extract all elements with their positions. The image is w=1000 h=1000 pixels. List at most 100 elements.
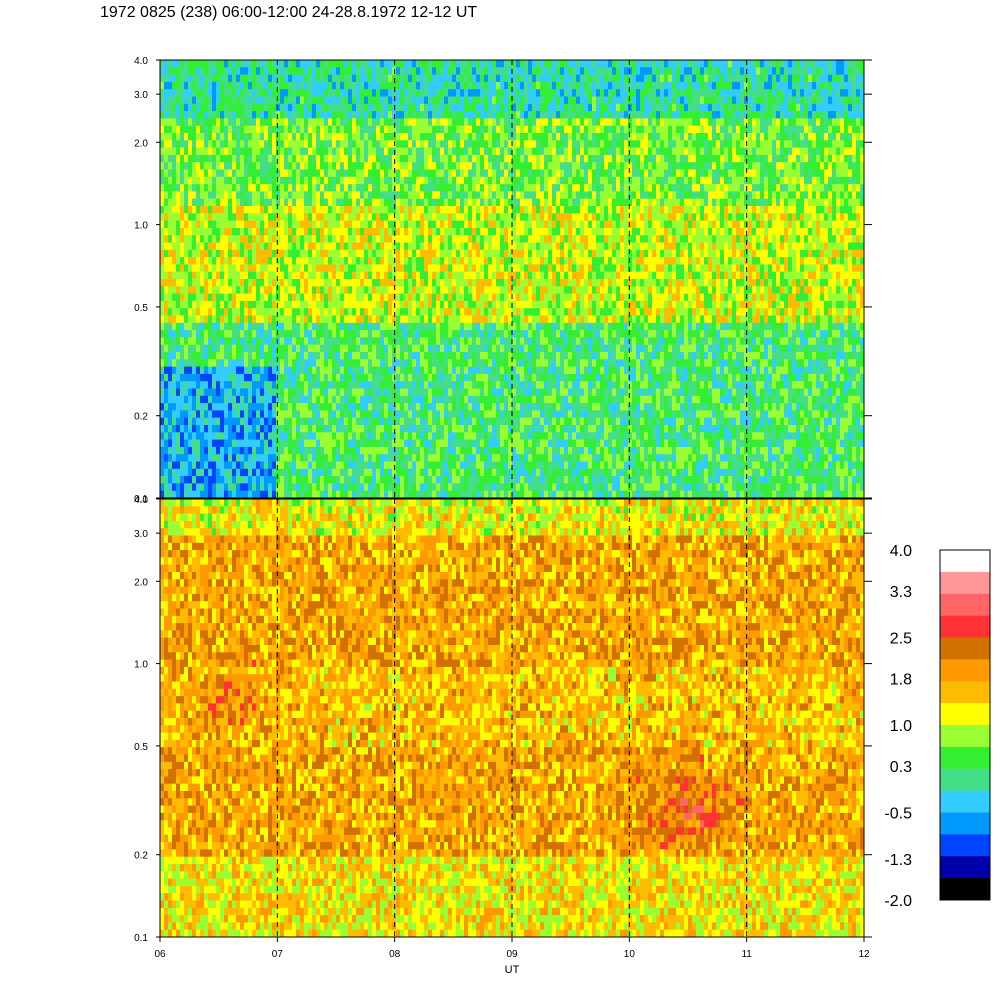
heatmap-cell — [200, 81, 205, 90]
heatmap-cell — [248, 60, 253, 68]
heatmap-cell — [344, 81, 349, 90]
heatmap-cell — [384, 373, 389, 382]
heatmap-cell — [464, 315, 469, 324]
heatmap-cell — [324, 125, 329, 134]
heatmap-cell — [364, 381, 369, 390]
heatmap-cell — [172, 286, 177, 295]
heatmap-cell — [288, 417, 293, 426]
heatmap-cell — [444, 381, 449, 390]
heatmap-cell — [356, 191, 361, 200]
heatmap-cell — [388, 264, 393, 273]
heatmap-cell — [400, 359, 405, 368]
heatmap-cell — [200, 330, 205, 338]
heatmap-cell — [388, 337, 393, 346]
heatmap-cell — [172, 410, 177, 419]
heatmap-cell — [316, 184, 321, 192]
heatmap-cell — [320, 446, 325, 455]
heatmap-cell — [372, 271, 377, 280]
heatmap-cell — [356, 67, 361, 76]
heatmap-cell — [292, 359, 297, 368]
heatmap-cell — [276, 352, 281, 360]
heatmap-cell — [340, 490, 345, 498]
heatmap-cell — [356, 96, 361, 105]
heatmap-cell — [224, 330, 229, 338]
heatmap-cell — [172, 154, 177, 163]
heatmap-cell — [440, 103, 445, 112]
heatmap-cell — [400, 140, 405, 149]
heatmap-cell — [352, 125, 357, 134]
heatmap-cell — [356, 213, 361, 222]
heatmap-cell — [376, 410, 381, 419]
heatmap-cell — [468, 373, 473, 382]
heatmap-cell — [292, 176, 297, 185]
heatmap-cell — [280, 264, 285, 273]
heatmap-cell — [416, 147, 421, 156]
heatmap-cell — [252, 432, 257, 441]
heatmap-cell — [348, 60, 353, 68]
heatmap-cell — [160, 279, 165, 287]
heatmap-cell — [328, 74, 333, 83]
heatmap-cell — [320, 279, 325, 287]
heatmap-cell — [340, 432, 345, 441]
heatmap-cell — [316, 476, 321, 484]
heatmap-cell — [456, 490, 461, 498]
heatmap-cell — [432, 133, 437, 141]
heatmap-cell — [176, 483, 181, 492]
heatmap-cell — [340, 322, 345, 331]
heatmap-cell — [288, 337, 293, 346]
heatmap-cell — [364, 417, 369, 426]
heatmap-cell — [308, 432, 313, 441]
heatmap-cell — [176, 417, 181, 426]
heatmap-cell — [432, 147, 437, 156]
heatmap-cell — [380, 322, 385, 331]
heatmap-cell — [424, 147, 429, 156]
heatmap-cell — [484, 206, 489, 214]
heatmap-cell — [228, 74, 233, 83]
heatmap-cell — [364, 410, 369, 419]
heatmap-cell — [228, 300, 233, 309]
heatmap-cell — [276, 111, 281, 119]
heatmap-cell — [396, 461, 401, 470]
heatmap-cell — [312, 257, 317, 265]
heatmap-cell — [364, 322, 369, 331]
heatmap-cell — [376, 359, 381, 368]
heatmap-cell — [484, 140, 489, 149]
heatmap-cell — [444, 74, 449, 83]
heatmap-cell — [248, 293, 253, 302]
heatmap-cell — [308, 184, 313, 192]
heatmap-cell — [180, 191, 185, 200]
heatmap-cell — [296, 198, 301, 207]
heatmap-cell — [364, 388, 369, 397]
heatmap-cell — [312, 388, 317, 397]
heatmap-cell — [316, 417, 321, 426]
heatmap-cell — [276, 308, 281, 317]
heatmap-cell — [480, 249, 485, 258]
heatmap-cell — [392, 425, 397, 433]
heatmap-cell — [308, 352, 313, 360]
heatmap-cell — [216, 206, 221, 214]
heatmap-cell — [312, 227, 317, 236]
heatmap-cell — [448, 483, 453, 492]
heatmap-cell — [200, 264, 205, 273]
heatmap-cell — [384, 81, 389, 90]
heatmap-cell — [336, 337, 341, 346]
heatmap-cell — [476, 381, 481, 390]
heatmap-cell — [372, 220, 377, 229]
heatmap-cell — [264, 235, 269, 244]
heatmap-cell — [408, 176, 413, 185]
heatmap-cell — [336, 359, 341, 368]
heatmap-cell — [480, 264, 485, 273]
heatmap-cell — [396, 213, 401, 222]
heatmap-cell — [344, 476, 349, 484]
heatmap-cell — [188, 417, 193, 426]
heatmap-cell — [184, 235, 189, 244]
heatmap-cell — [460, 461, 465, 470]
heatmap-cell — [328, 373, 333, 382]
heatmap-cell — [476, 293, 481, 302]
heatmap-cell — [400, 125, 405, 134]
heatmap-cell — [404, 344, 409, 353]
heatmap-cell — [280, 147, 285, 156]
heatmap-cell — [492, 103, 497, 112]
heatmap-cell — [432, 483, 437, 492]
heatmap-cell — [212, 133, 217, 141]
